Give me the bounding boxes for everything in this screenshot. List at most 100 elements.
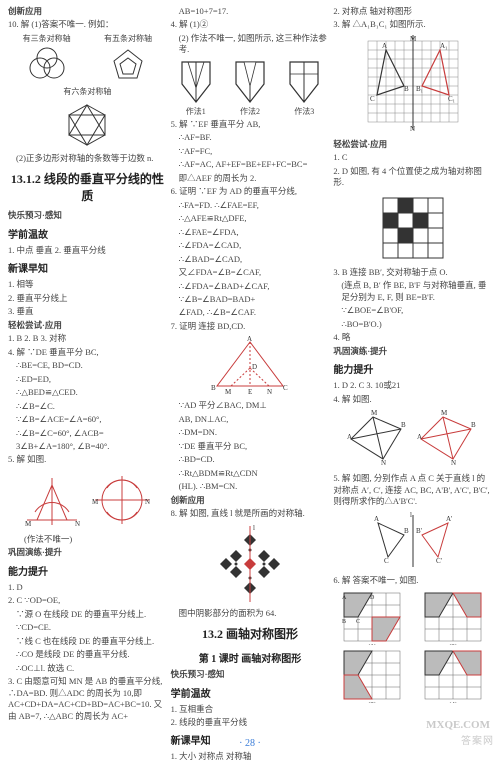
text-c2-6: 6. 证明 ∵EF 为 AD 的垂直平分线, xyxy=(171,186,330,197)
text-1-6g: 3∠B+∠A=180°, ∠B=40°. xyxy=(8,441,167,452)
svg-text:B: B xyxy=(211,384,216,392)
text-c2-6b: ∴△AFE≌Rt△DFE, xyxy=(171,213,330,224)
caption-b: 有五条对称轴 xyxy=(104,33,152,44)
svg-text:B': B' xyxy=(416,527,422,535)
figure-shield-3 xyxy=(284,58,324,104)
svg-text:C': C' xyxy=(436,557,442,565)
text-1-3: 2. 垂直平分线上 xyxy=(8,293,167,304)
svg-text:N: N xyxy=(145,498,150,506)
svg-text:N: N xyxy=(410,125,415,133)
figure-shield-2 xyxy=(230,58,270,104)
svg-text:N: N xyxy=(267,388,272,396)
svg-text:l: l xyxy=(253,524,255,532)
text-c2-6g: ∴∠FDA=∠BAD+∠CAF, xyxy=(171,281,330,292)
text-10b: (2)正多边形对称轴的条数等于边数 n. xyxy=(8,153,167,164)
svg-text:N: N xyxy=(75,520,80,528)
text-c2-5d: 即△AEF 的周长为 2. xyxy=(171,173,330,184)
text-1-9c: ∵线 C 也在线段 DE 的垂直平分线上. xyxy=(8,636,167,647)
svg-text:C: C xyxy=(384,557,389,565)
figure-4x4-grid xyxy=(333,193,492,263)
svg-text:B: B xyxy=(401,421,406,429)
heading-ability-3: 能力提升 xyxy=(333,361,492,376)
figure-trefoil xyxy=(23,46,71,82)
text-c2-8a: 图中阴影部分的面积为 64. xyxy=(171,608,330,619)
svg-text:A₁: A₁ xyxy=(440,42,448,50)
text-c2-7g: (HL). ∴BM=CN. xyxy=(171,481,330,492)
svg-text:A: A xyxy=(342,595,347,601)
watermark-text: 答案网 xyxy=(461,732,494,747)
svg-text:C: C xyxy=(356,619,360,625)
cap-2: 作法2 xyxy=(240,106,260,117)
text-1-9d: ∴CO 是线段 DE 的垂直平分线. xyxy=(8,649,167,660)
svg-text:M: M xyxy=(25,520,32,528)
svg-text:N: N xyxy=(381,459,386,467)
text-c3-1c: 1. C xyxy=(333,152,492,163)
text-1-9e: ∴OC⊥l. 故选 C. xyxy=(8,663,167,674)
heading-consolidate-3: 巩固演练·提升 xyxy=(333,346,492,357)
subsection-title: 第 1 课时 画轴对称图形 xyxy=(171,650,330,665)
text-c2-7a: ∵AD 平分∠BAC, DM⊥ xyxy=(171,400,330,411)
text-c2-6e: ∴∠BAD=∠CAD, xyxy=(171,254,330,265)
section-title-132: 13.2 画轴对称图形 xyxy=(171,625,330,642)
heading-ability: 能力提升 xyxy=(8,563,167,578)
text-c2-l3: 1. 大小 对称点 对称轴 xyxy=(171,751,330,762)
svg-text:C: C xyxy=(370,95,375,103)
text-c3-3c: (连点 B, B′ 作 BE, B'F 与对称轴垂直, 垂足分别为 E, F, … xyxy=(333,280,492,303)
svg-text:M: M xyxy=(441,409,448,417)
text-1-6e: ∵∠B=∠ACE=∠A=60°, xyxy=(8,414,167,425)
figure-construction-1: M N M N xyxy=(8,470,167,530)
fig-row-6: A D B C (1) (2) xyxy=(333,589,492,645)
svg-text:D: D xyxy=(370,595,375,601)
heading-easy-try-3: 轻松尝试·应用 xyxy=(333,139,492,150)
svg-text:A: A xyxy=(417,433,422,441)
svg-text:(1): (1) xyxy=(368,643,377,645)
svg-text:B₁: B₁ xyxy=(416,85,423,93)
text-c2-6f: 又∠FDA=∠B=∠CAF, xyxy=(171,267,330,278)
page-number: · 28 · xyxy=(0,738,500,749)
text-1-2: 1. 相等 xyxy=(8,279,167,290)
text-c2-l2: 2. 线段的垂直平分线 xyxy=(171,717,330,728)
text-1-9a: ∵源 O 在线段 DE 的垂直平分线上. xyxy=(8,609,167,620)
figure-grid-c: (3) xyxy=(340,647,404,703)
text-c2-5c: ∴AF=AC, AF+EF=BE+EF+FC=BC= xyxy=(171,159,330,170)
heading-easy-try: 轻松尝试·应用 xyxy=(8,320,167,331)
text-c2-4a: (2) 作法不唯一, 如图所示, 这三种作法参考. xyxy=(171,33,330,56)
text-c3-1d: 1. D 2. C 3. 10或21 xyxy=(333,380,492,391)
column-3: 2. 对称点 轴对称图形 3. 解 △A₁B₁C₁ 如图所示. xyxy=(333,6,492,733)
text-1-9b: ∵CD=CE. xyxy=(8,622,167,633)
figure-grid-b: (2) xyxy=(421,589,485,645)
text-1-6c: ∴△BED≌△CED. xyxy=(8,387,167,398)
svg-text:l: l xyxy=(410,511,412,519)
text-c3-2d: 2. D 如图, 有 4 个位置使之成为轴对称图形. xyxy=(333,166,492,189)
svg-text:B: B xyxy=(342,619,346,625)
svg-text:M: M xyxy=(410,35,417,43)
heading-new: 新课早知 xyxy=(8,260,167,275)
text-1-6: 4. 解 ∵DE 垂直平分 BC, xyxy=(8,347,167,358)
heading-innovation: 创新应用 xyxy=(8,6,167,17)
text-c2-5: 5. 解 ∵EF 垂直平分 AB, xyxy=(171,119,330,130)
svg-text:C: C xyxy=(283,384,288,392)
svg-text:M: M xyxy=(225,388,232,396)
figure-shield-1 xyxy=(176,58,216,104)
svg-text:A: A xyxy=(382,42,387,50)
heading-preview: 快乐预习·感知 xyxy=(8,210,167,221)
caption-a: 有三条对称轴 xyxy=(23,33,71,44)
heading-consolidate: 巩固演练·提升 xyxy=(8,547,167,558)
text-1-6f: ∴∠B=∠C=60°, ∠ACB= xyxy=(8,428,167,439)
cap-1: 作法1 xyxy=(186,106,206,117)
figure-reflect-triangle: A B C A' B' C' l xyxy=(333,511,492,571)
text-c2-4: 4. 解 (1)② xyxy=(171,19,330,30)
text-1-5: 1. B 2. B 3. 对称 xyxy=(8,333,167,344)
text-c2-0: AB=10+7=17. xyxy=(171,6,330,17)
caption-c: 有六条对称轴 xyxy=(8,86,167,97)
text-c3-3b: 3. B 连接 BB′, 交对称轴于点 O. xyxy=(333,267,492,278)
text-1-7: 5. 解 如图. xyxy=(8,454,167,465)
text-1-8: 1. D xyxy=(8,582,167,593)
svg-text:B: B xyxy=(404,85,409,93)
text-1-6b: ∴ED=ED, xyxy=(8,374,167,385)
text-c2-7e: ∴BD=CD. xyxy=(171,454,330,465)
text-note: (作法不唯一) xyxy=(8,534,167,545)
heading-before: 学前温故 xyxy=(8,226,167,241)
svg-text:M: M xyxy=(92,498,99,506)
text-c2-7b: AB, DN⊥AC, xyxy=(171,414,330,425)
